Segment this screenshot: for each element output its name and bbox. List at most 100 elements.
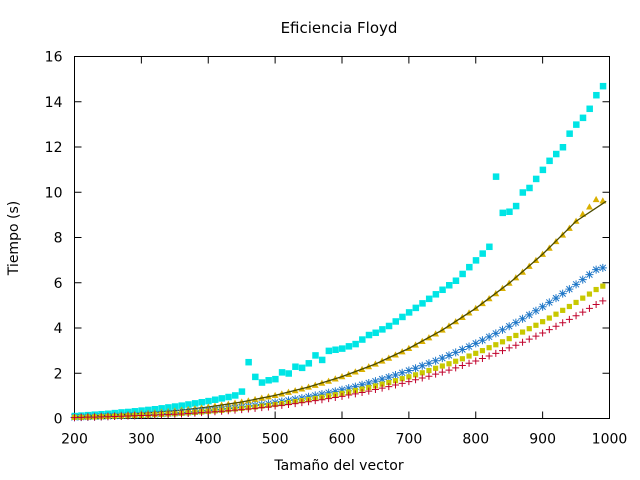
data-point (425, 295, 433, 303)
plot-frame (74, 56, 610, 419)
data-point (545, 326, 553, 334)
data-point (385, 383, 393, 391)
y-tick-label: 2 (54, 366, 63, 382)
data-point (291, 400, 299, 408)
data-point (91, 413, 99, 421)
data-point (439, 363, 445, 369)
data-point (157, 411, 165, 419)
data-point (392, 378, 399, 384)
data-point (426, 367, 432, 374)
data-point (251, 404, 259, 412)
data-point (392, 381, 399, 389)
data-point (338, 392, 346, 400)
data-point (278, 369, 286, 376)
y-axis-label: Tiempo (s) (6, 201, 22, 276)
data-point (404, 366, 413, 375)
data-point (378, 375, 387, 384)
data-point (338, 385, 346, 394)
data-point (486, 243, 493, 251)
data-point (445, 351, 453, 360)
data-point (491, 329, 500, 338)
data-point (560, 307, 566, 313)
data-point (252, 373, 259, 381)
data-point (586, 203, 593, 210)
x-axis-label: Tamaño del vector (273, 458, 403, 474)
data-point (458, 345, 467, 354)
data-marks (70, 82, 607, 422)
data-point (538, 302, 547, 311)
data-point (539, 166, 547, 174)
y-tick-label: 14 (45, 95, 63, 111)
data-point (184, 410, 192, 418)
data-point (600, 283, 606, 289)
data-point (171, 410, 179, 418)
data-point (324, 388, 333, 397)
data-point (566, 303, 572, 310)
data-point (472, 357, 480, 365)
data-point (592, 265, 601, 274)
data-point (372, 383, 379, 389)
data-point (318, 396, 326, 404)
data-point (546, 157, 553, 165)
data-point (479, 348, 486, 354)
x-tick-label: 500 (262, 432, 289, 448)
data-point (572, 280, 581, 289)
data-point (531, 306, 540, 315)
data-point (351, 390, 359, 398)
data-point (572, 312, 580, 320)
data-point (265, 377, 272, 384)
data-point (439, 286, 446, 294)
data-point (298, 364, 306, 372)
data-point (258, 379, 266, 386)
data-point (191, 409, 199, 417)
data-point (432, 291, 440, 298)
data-point (539, 329, 547, 337)
data-point (77, 413, 85, 421)
data-point (425, 372, 433, 380)
data-point (445, 366, 453, 374)
data-point (525, 310, 534, 319)
data-point (466, 263, 473, 271)
data-point (371, 386, 379, 394)
data-point (573, 299, 579, 306)
data-point (513, 332, 519, 339)
data-point (472, 257, 480, 264)
data-point (586, 291, 593, 297)
data-point (405, 378, 413, 386)
data-point (533, 322, 539, 328)
data-point (433, 365, 439, 371)
data-point (553, 311, 559, 317)
axis-ticks: 200 300 400 500 600 700 800 900 1000 0 2 4 6 8 10 12 14 1… (45, 50, 628, 448)
data-point (205, 397, 212, 405)
data-point (579, 114, 587, 122)
data-point (311, 397, 319, 405)
data-point (532, 175, 540, 183)
data-point (151, 405, 159, 413)
data-point (506, 208, 513, 215)
data-point (278, 401, 286, 409)
data-point (351, 382, 360, 391)
data-point (358, 388, 366, 396)
y-tick-label: 0 (54, 412, 63, 428)
data-point (379, 326, 386, 333)
data-point (565, 315, 573, 323)
data-point (485, 332, 494, 341)
data-point (453, 358, 459, 364)
x-tick-label: 1000 (592, 432, 628, 448)
data-point (312, 352, 319, 359)
data-point (305, 360, 313, 367)
data-point (191, 400, 199, 407)
data-point (580, 295, 586, 301)
series-5 (71, 297, 607, 422)
series-2 (71, 195, 607, 420)
data-point (318, 356, 326, 364)
data-point (372, 329, 379, 337)
data-point (365, 331, 373, 339)
data-point (325, 347, 333, 355)
x-tick-label: 600 (329, 432, 356, 448)
data-point (424, 359, 433, 368)
data-point (331, 393, 339, 401)
data-point (298, 399, 306, 407)
data-point (238, 406, 246, 414)
data-point (71, 414, 78, 422)
